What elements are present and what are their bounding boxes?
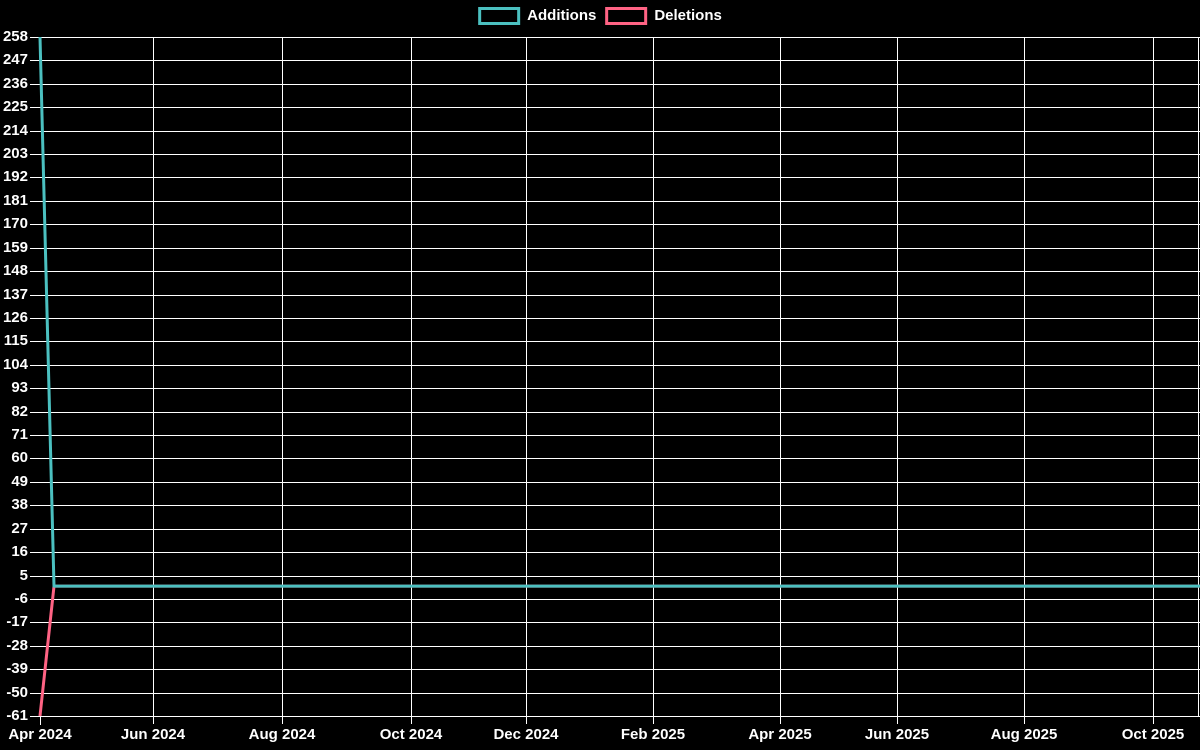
x-axis-tick-label: Oct 2025 (1121, 726, 1185, 743)
legend-swatch-additions-icon (478, 7, 521, 25)
y-axis-tick-label: -28 (6, 636, 28, 654)
y-axis-tick-label: 181 (2, 191, 28, 209)
legend-swatch-deletions-icon (605, 7, 648, 25)
y-axis-tick-label: 71 (11, 426, 28, 444)
y-axis-tick-label: 104 (2, 355, 28, 373)
y-axis-tick-label: 115 (3, 332, 28, 350)
y-axis-tick-label: 49 (11, 472, 28, 490)
x-axis-tick-label: Aug 2025 (990, 726, 1058, 743)
y-axis-tick-label: 137 (2, 285, 28, 303)
y-axis-tick-label: 170 (2, 215, 28, 233)
y-axis-tick-label: 38 (11, 496, 28, 514)
y-axis-tick-label: 27 (11, 519, 28, 537)
x-axis-tick-label: Jun 2025 (864, 726, 930, 743)
y-axis-tick-label: -17 (6, 613, 28, 631)
x-axis-tick-label: Feb 2025 (620, 726, 686, 743)
x-axis-tick-label: Dec 2024 (493, 726, 559, 743)
y-axis-tick-label: 148 (2, 262, 28, 280)
y-axis-tick-label: 247 (2, 51, 28, 69)
y-axis-tick-label: 214 (2, 121, 28, 139)
y-axis-tick-label: -39 (6, 660, 28, 678)
x-axis-tick-label: Oct 2024 (379, 726, 443, 743)
y-axis-tick-label: -61 (6, 707, 28, 724)
chart-legend: Additions Deletions (478, 6, 722, 26)
legend-label-deletions: Deletions (654, 7, 722, 24)
y-axis-tick-label: 159 (2, 238, 28, 256)
y-axis-tick-label: 225 (2, 98, 28, 116)
y-axis-tick-label: 60 (11, 449, 28, 467)
y-axis-tick-label: 236 (2, 74, 28, 92)
y-axis-tick-label: 126 (2, 308, 28, 326)
y-axis-tick-label: -50 (6, 683, 28, 701)
y-axis-tick-label: 203 (2, 145, 28, 163)
legend-item-additions[interactable]: Additions (478, 6, 596, 26)
y-axis-tick-label: 16 (11, 543, 28, 561)
y-axis-tick-label: 82 (11, 402, 28, 420)
y-axis-tick-label: 192 (2, 168, 28, 186)
x-axis-tick-label: Apr 2024 (8, 726, 72, 743)
x-axis-tick-label: Apr 2025 (748, 726, 812, 743)
x-axis-tick-label: Aug 2024 (248, 726, 316, 743)
y-axis-tick-label: -6 (14, 589, 28, 607)
legend-item-deletions[interactable]: Deletions (605, 6, 722, 26)
additions-line (38, 36, 1200, 588)
legend-label-additions: Additions (527, 7, 597, 24)
y-axis-tick-label: 93 (11, 379, 28, 397)
y-axis-tick-label: 5 (19, 566, 28, 584)
deletions-line (38, 584, 1200, 717)
y-axis-tick-label: 258 (2, 28, 28, 45)
x-axis-tick-label: Jun 2024 (120, 726, 186, 743)
